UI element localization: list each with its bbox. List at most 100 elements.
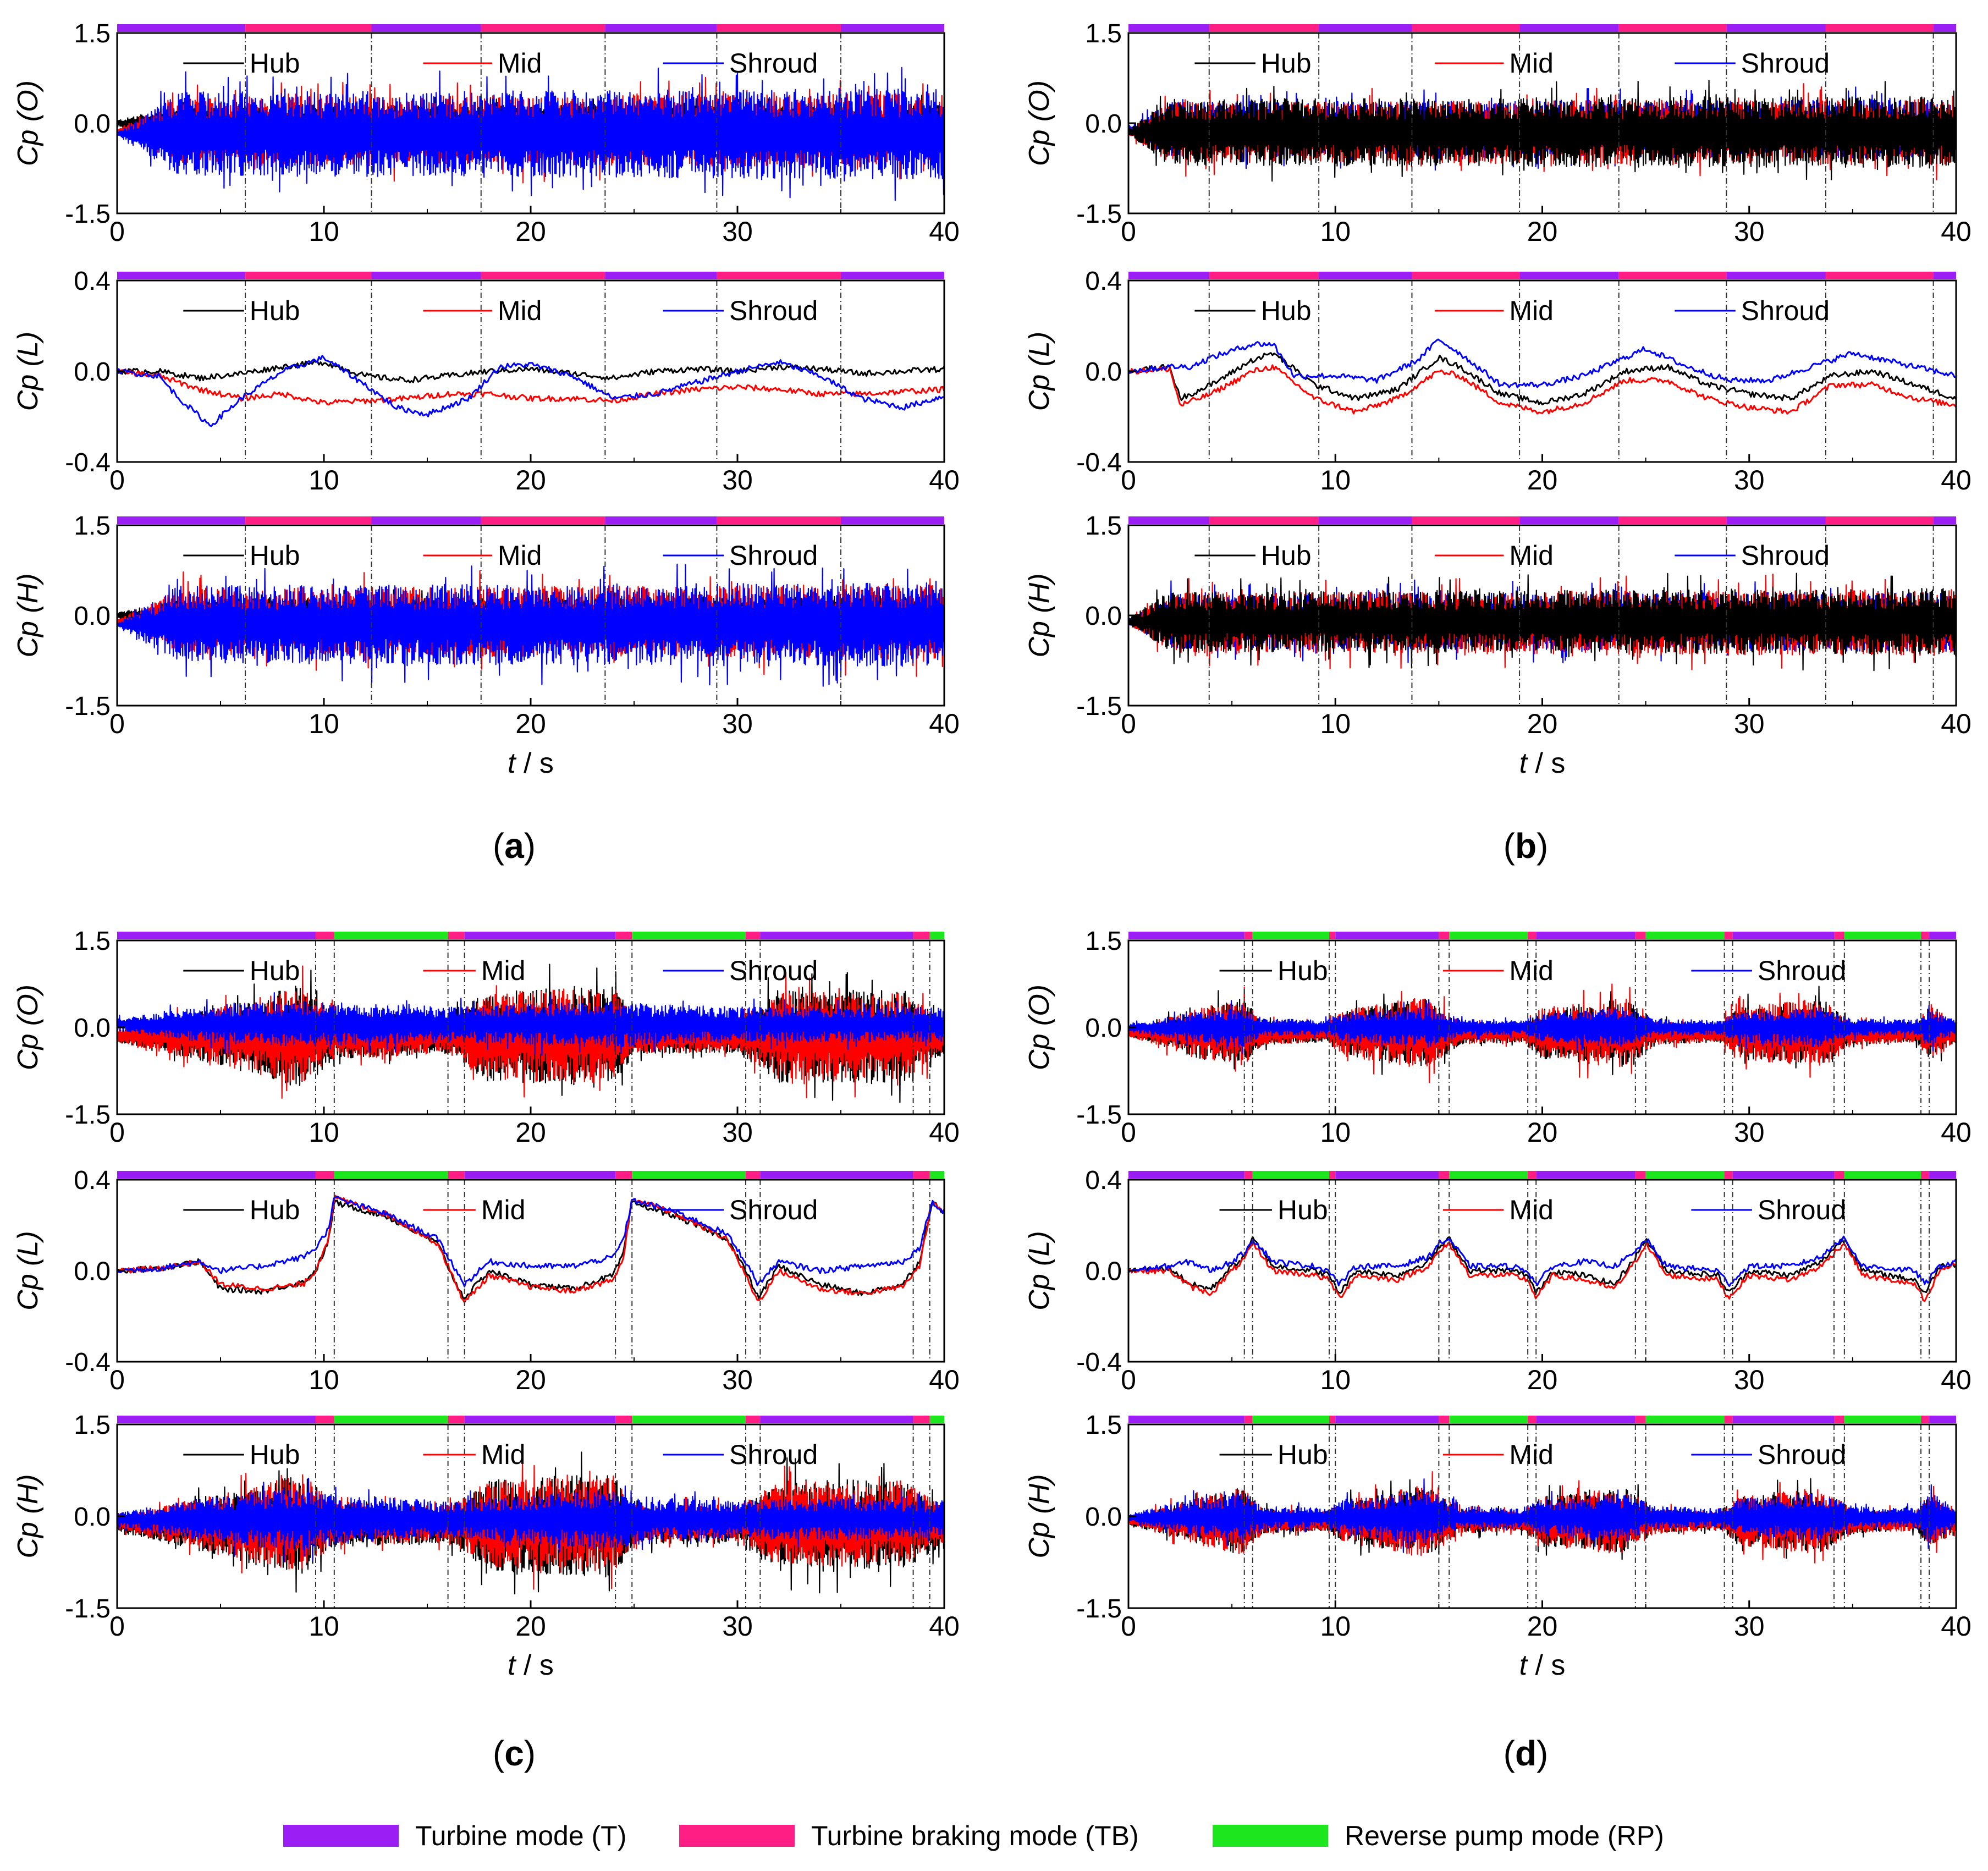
x-tick-label: 40	[1941, 1611, 1972, 1642]
mode-bar-t	[1319, 272, 1412, 279]
mode-bar-rp	[1252, 932, 1329, 939]
mode-bar-tb	[1329, 1171, 1336, 1179]
mode-bar-rp	[632, 932, 746, 939]
legend-label-hub: Hub	[250, 48, 300, 79]
mode-bar-t	[1519, 516, 1619, 524]
mode-bar-t	[1536, 1416, 1635, 1423]
mode-legend: Turbine mode (T) Turbine braking mode (TB…	[283, 1820, 1664, 1851]
x-tick-label: 20	[1527, 465, 1558, 496]
mode-legend-label: Turbine braking mode (TB)	[811, 1820, 1139, 1851]
legend-label-mid: Mid	[498, 48, 542, 79]
subplot-a-H: 1.5 0.0 -1.50 10 20 30 40 Cp (H) Hub Mid Shroud	[12, 511, 960, 739]
subplot-d-H: 1.5 0.0 -1.50 10 20 30 40 Cp (H) Hub Mid Shroud	[1023, 1411, 1972, 1642]
mode-bar-t	[1536, 932, 1635, 939]
legend-label-mid: Mid	[1509, 540, 1554, 571]
x-axis-label-unit: / s	[516, 747, 554, 779]
mode-bar-t	[1519, 24, 1619, 32]
x-axis-label-symbol: t	[508, 1649, 517, 1681]
y-axis-label: Cp (L)	[12, 1231, 44, 1310]
x-tick-label: 10	[309, 1117, 339, 1148]
x-tick-label: 40	[929, 1364, 960, 1395]
mode-bar-rp	[1844, 1171, 1921, 1179]
legend-label-hub: Hub	[1277, 1439, 1328, 1470]
mode-bar-tb	[315, 932, 334, 939]
mode-bar-rp	[1449, 932, 1528, 939]
x-tick-label: 0	[109, 216, 125, 247]
x-tick-label: 20	[515, 1117, 546, 1148]
series-line-shroud	[117, 1196, 944, 1287]
y-tick-label: 0.4	[74, 1166, 111, 1195]
x-tick-label: 0	[1121, 216, 1136, 247]
mode-bar-t	[1536, 1171, 1635, 1179]
mode-bar-tb	[1244, 932, 1253, 939]
mode-bar-tb	[1439, 1171, 1450, 1179]
mode-bar-t	[117, 932, 316, 939]
y-tick-label: 1.5	[1085, 511, 1122, 541]
mode-legend-swatch	[679, 1825, 795, 1847]
plot-area	[117, 1195, 944, 1303]
mode-bar-t	[371, 272, 481, 279]
mode-bar-tb	[1412, 272, 1520, 279]
mode-bar-t	[1128, 24, 1209, 32]
x-tick-label: 10	[309, 216, 339, 247]
plot-area	[117, 563, 944, 687]
x-tick-label: 40	[1941, 708, 1972, 739]
mode-bar-t	[464, 932, 616, 939]
subplot-a-O: 1.5 0.0 -1.50 10 20 30 40 Cp (O) Hub Mid Shroud	[12, 19, 960, 247]
x-tick-label: 30	[1734, 708, 1765, 739]
x-tick-label: 20	[1527, 708, 1558, 739]
series-line-shroud	[1128, 338, 1956, 389]
x-axis-label-symbol: t	[1519, 747, 1529, 779]
subplot-c-H: 1.5 0.0 -1.50 10 20 30 40 Cp (H) Hub Mid Shroud	[12, 1411, 960, 1642]
mode-bar-tb	[1244, 1171, 1253, 1179]
mode-bar-t	[371, 516, 481, 524]
y-tick-label: -0.4	[65, 448, 111, 477]
y-tick-label: -1.5	[65, 1594, 111, 1624]
mode-bar-rp	[1844, 1416, 1921, 1423]
mode-bar-tb	[913, 1416, 930, 1423]
x-tick-label: 20	[1527, 1611, 1558, 1642]
series-line-mid	[117, 1195, 944, 1303]
mode-bar-rp	[1645, 1416, 1725, 1423]
subplot-d-L: 0.4 0.0 -0.40 10 20 30 40 Cp (L) Hub Mid Shroud	[1023, 1166, 1972, 1395]
x-tick-label: 20	[1527, 1364, 1558, 1395]
y-axis-label: Cp (L)	[12, 332, 44, 411]
mode-bar-t	[1335, 1171, 1439, 1179]
y-tick-label: -0.4	[1076, 1348, 1122, 1377]
legend-label-hub: Hub	[250, 1195, 300, 1225]
x-tick-label: 10	[309, 1611, 339, 1642]
x-tick-label: 40	[929, 216, 960, 247]
x-axis-label: t / s	[1519, 1649, 1566, 1681]
y-tick-label: 0.0	[1085, 357, 1122, 387]
mode-bar-tb	[1329, 932, 1336, 939]
mode-bar-tb	[1439, 1416, 1450, 1423]
mode-bar-t	[1929, 1171, 1956, 1179]
mode-bar-tb	[1724, 1171, 1733, 1179]
panel-label-part: d	[1515, 1734, 1537, 1773]
y-tick-label: -1.5	[1076, 200, 1122, 229]
panel-label-part: (	[493, 1734, 504, 1773]
legend-label-hub: Hub	[1261, 48, 1312, 79]
y-tick-label: -1.5	[1076, 692, 1122, 721]
mode-bar-t	[605, 516, 717, 524]
mode-bar-t	[841, 516, 944, 524]
x-tick-label: 40	[1941, 1117, 1972, 1148]
y-tick-label: 1.5	[74, 1411, 111, 1440]
panel-label: (c)	[493, 1734, 536, 1773]
mode-bar-tb	[615, 1416, 632, 1423]
x-tick-label: 0	[1121, 1117, 1136, 1148]
y-tick-label: 0.4	[1085, 267, 1122, 296]
x-tick-label: 30	[722, 216, 753, 247]
legend-label-shroud: Shroud	[1758, 1195, 1846, 1225]
y-tick-label: -1.5	[1076, 1100, 1122, 1130]
mode-bar-tb	[1834, 932, 1844, 939]
legend-label-shroud: Shroud	[1758, 955, 1846, 986]
x-tick-label: 30	[1734, 216, 1765, 247]
mode-bar-tb	[1635, 1416, 1646, 1423]
mode-bar-rp	[929, 1416, 944, 1423]
mode-bar-t	[1128, 932, 1244, 939]
subplot-d-O: 1.5 0.0 -1.50 10 20 30 40 Cp (O) Hub Mid Shroud	[1023, 927, 1972, 1148]
